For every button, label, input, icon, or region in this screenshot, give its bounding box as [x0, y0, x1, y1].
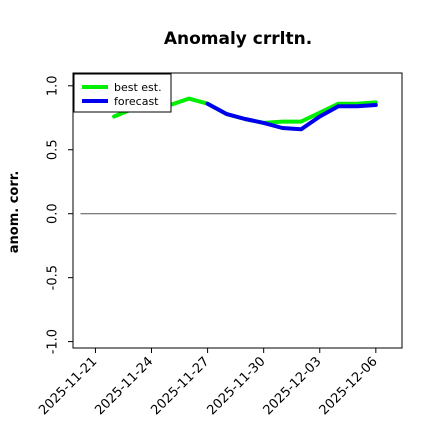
plot-area-frame	[72, 72, 403, 349]
y-tick-label: 0.5	[46, 139, 61, 160]
y-tick-label: -0.5	[46, 265, 61, 290]
legend-box	[73, 73, 172, 113]
x-tick-label: 2025-11-27	[148, 354, 212, 418]
x-tick-label: 2025-11-24	[92, 354, 156, 418]
x-tick-label: 2025-11-21	[36, 354, 100, 418]
y-axis-label: anom. corr.	[7, 171, 22, 254]
x-tick-label: 2025-12-06	[317, 354, 381, 418]
y-tick-label: 0.0	[46, 203, 61, 224]
y-tick-label: -1.0	[46, 329, 61, 354]
legend-label-1: forecast	[114, 95, 159, 108]
x-tick-label: 2025-12-03	[261, 354, 325, 418]
legend: best est.forecast	[73, 73, 172, 113]
chart-title: Anomaly crrltn.	[164, 29, 312, 49]
y-tick-label: 1.0	[46, 75, 61, 96]
x-tick-label: 2025-11-30	[204, 354, 268, 418]
series-line-1	[205, 101, 378, 132]
legend-label-0: best est.	[114, 81, 162, 94]
